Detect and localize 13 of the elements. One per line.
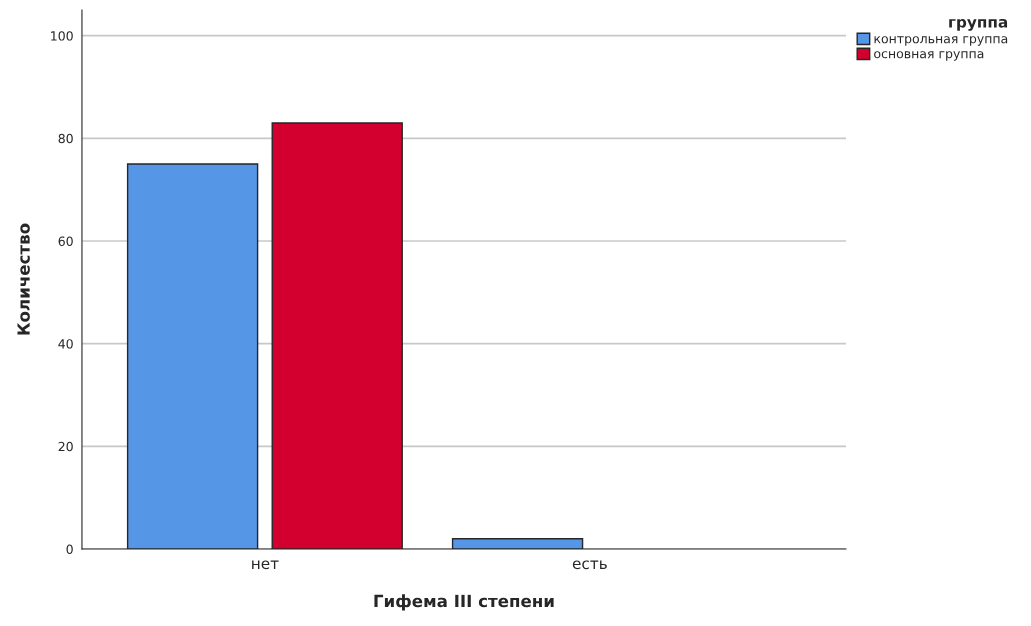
y-tick-label: 0	[66, 544, 73, 554]
x-tick-label: есть	[572, 560, 607, 570]
y-tick-label: 100	[51, 31, 73, 41]
y-tick-label: 40	[58, 339, 73, 349]
x-tick-label: нет	[252, 560, 279, 570]
legend-label: основная группа	[874, 51, 984, 61]
legend-label: контрольная группа	[874, 36, 1008, 46]
y-axis-title: Количество	[17, 223, 30, 335]
y-tick-label: 20	[58, 441, 73, 452]
x-axis-title: Гифема III степени	[374, 594, 554, 611]
y-tick-label: 60	[58, 236, 73, 246]
legend-title: группа	[949, 18, 1008, 31]
y-tick-label: 80	[58, 133, 73, 144]
